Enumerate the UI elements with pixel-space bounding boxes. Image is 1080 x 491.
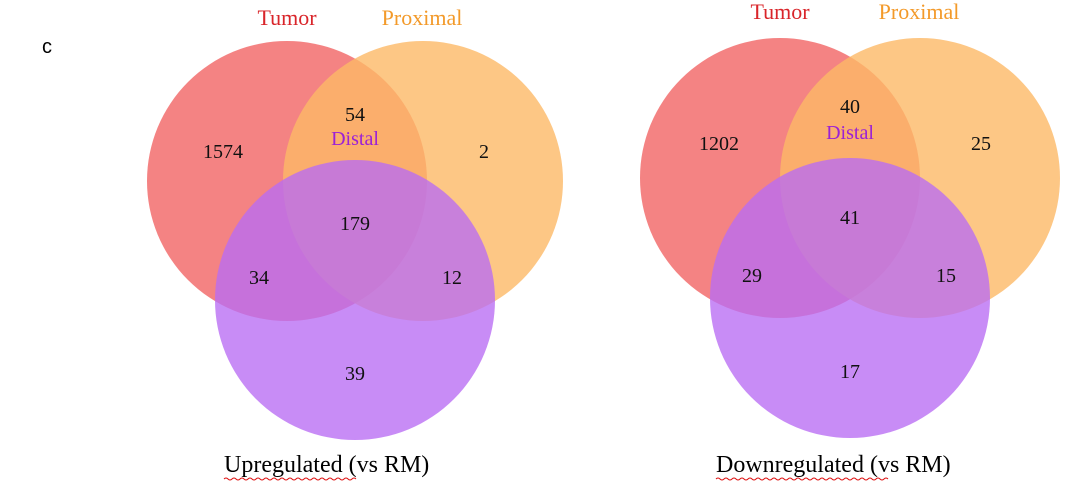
count-tumor-distal: 34 bbox=[249, 267, 269, 289]
distal-circle bbox=[710, 158, 990, 438]
panel-label: c bbox=[42, 36, 52, 58]
count-proximal-distal: 12 bbox=[442, 267, 462, 289]
count-tumor-proximal: 40 bbox=[840, 96, 860, 118]
proximal-label: Proximal bbox=[382, 5, 463, 30]
spellcheck-underline bbox=[715, 477, 889, 481]
caption-downregulated: Downregulated (vs RM) bbox=[716, 452, 951, 478]
spellcheck-underline bbox=[223, 477, 357, 481]
proximal-label: Proximal bbox=[879, 0, 960, 24]
distal-label: Distal bbox=[331, 128, 379, 150]
distal-label: Distal bbox=[826, 122, 874, 144]
count-distal-only: 17 bbox=[840, 361, 860, 383]
count-tumor-only: 1202 bbox=[699, 133, 739, 155]
tumor-label: Tumor bbox=[257, 5, 317, 30]
count-all-three: 41 bbox=[840, 207, 860, 229]
count-tumor-distal: 29 bbox=[742, 265, 762, 287]
tumor-label: Tumor bbox=[750, 0, 810, 24]
venn-diagram-upregulated: Tumor Proximal Distal 1574 54 2 179 34 1… bbox=[147, 5, 563, 481]
distal-circle bbox=[215, 160, 495, 440]
count-distal-only: 39 bbox=[345, 363, 365, 385]
count-proximal-only: 2 bbox=[479, 141, 489, 163]
caption-upregulated: Upregulated (vs RM) bbox=[224, 452, 429, 478]
count-all-three: 179 bbox=[340, 213, 370, 235]
venn-diagram-downregulated: Tumor Proximal Distal 1202 40 25 41 29 1… bbox=[640, 0, 1060, 481]
count-proximal-distal: 15 bbox=[936, 265, 956, 287]
count-tumor-proximal: 54 bbox=[345, 104, 365, 126]
count-proximal-only: 25 bbox=[971, 133, 991, 155]
count-tumor-only: 1574 bbox=[203, 141, 243, 163]
